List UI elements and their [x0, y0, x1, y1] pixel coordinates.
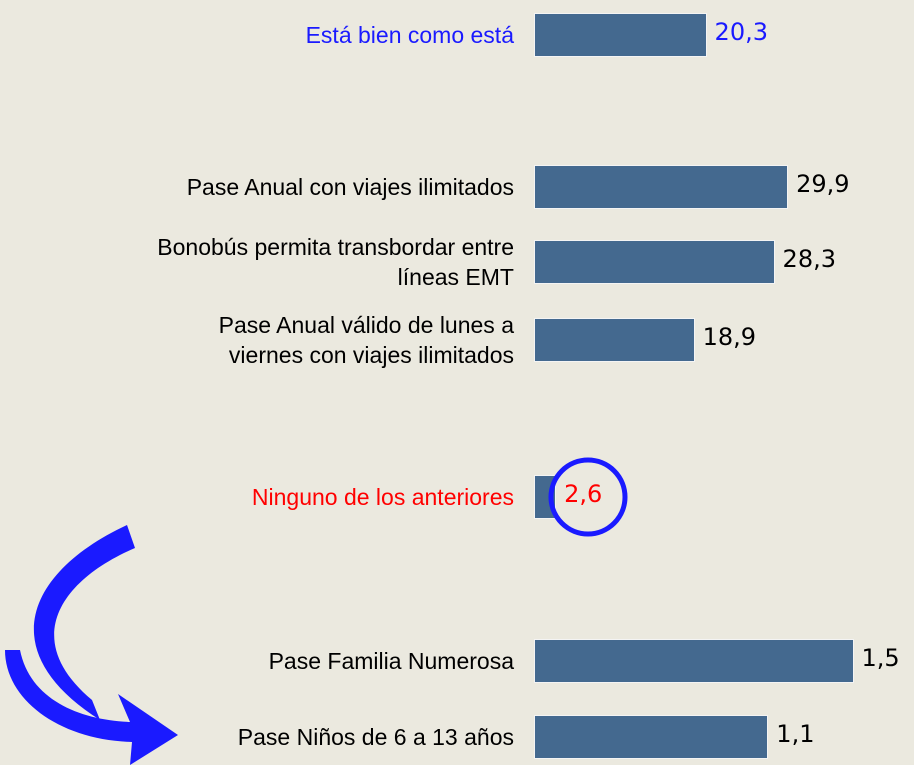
value-label: 2,6: [564, 480, 603, 509]
highlight-circle: [548, 457, 628, 537]
arrow-body: [33, 525, 135, 720]
bar: [534, 639, 854, 683]
category-label: Ninguno de los anteriores: [251, 484, 514, 510]
category-label: Pase Anual con viajes ilimitados: [186, 174, 514, 200]
bar: [534, 715, 769, 759]
category-label: Pase Familia Numerosa: [268, 648, 514, 674]
bar: [534, 240, 775, 284]
value-label: 18,9: [702, 323, 757, 352]
category-label: Pase Niños de 6 a 13 años: [237, 724, 514, 750]
value-label: 20,3: [714, 18, 768, 47]
value-label: 1,1: [776, 720, 815, 749]
category-label: Bonobús permita transbordar entre líneas…: [157, 234, 514, 290]
value-label: 28,3: [782, 245, 836, 274]
value-label: 29,9: [796, 170, 850, 199]
category-label: Está bien como está: [305, 22, 514, 48]
arrow-head: [5, 650, 178, 765]
bar: [534, 13, 707, 57]
bar: [534, 165, 789, 209]
value-label: 1,5: [861, 644, 900, 673]
category-label: Pase Anual válido de lunes a viernes con…: [218, 312, 514, 368]
bar: [534, 318, 695, 362]
